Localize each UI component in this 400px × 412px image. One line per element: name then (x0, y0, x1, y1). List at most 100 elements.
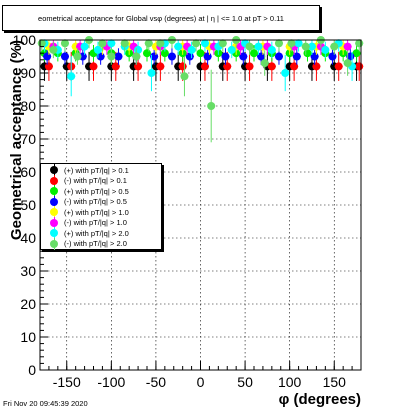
data-point (245, 62, 254, 71)
data-point (223, 62, 232, 71)
series-3 (43, 48, 355, 65)
y-tick-label: 90 (20, 65, 36, 81)
data-point (143, 49, 151, 58)
legend-label: (+) with pT/|q| > 0.1 (64, 165, 129, 175)
data-point (187, 45, 196, 54)
legend-marker (50, 237, 58, 250)
legend-entry: (+) with pT/|q| > 1.0 (41, 206, 129, 219)
data-point (334, 62, 343, 71)
data-point (167, 52, 176, 61)
y-tick-label: 30 (20, 263, 36, 279)
legend-entry: (-) with pT/|q| > 0.1 (41, 174, 127, 187)
data-point (147, 69, 156, 77)
data-point (107, 39, 116, 48)
data-point (312, 62, 321, 71)
data-point (89, 62, 98, 71)
y-tick-label: 100 (13, 32, 37, 48)
legend-entry: (-) with pT/|q| > 2.0 (41, 237, 127, 250)
legend-label: (-) with pT/|q| > 0.1 (64, 176, 127, 186)
data-point (111, 62, 120, 71)
legend-label: (-) with pT/|q| > 0.5 (64, 197, 127, 207)
x-tick-label: 100 (278, 374, 302, 390)
chart-title: eometrical acceptance for Global vsφ (de… (2, 5, 320, 31)
y-tick-label: 0 (28, 362, 36, 378)
x-tick-label: 150 (323, 374, 347, 390)
legend-entry: (-) with pT/|q| > 1.0 (41, 216, 127, 229)
data-point (80, 42, 89, 51)
data-point (245, 42, 254, 51)
data-point (44, 62, 53, 71)
legend-marker (50, 216, 58, 229)
data-point (60, 52, 69, 61)
data-point (221, 52, 230, 61)
legend-marker (50, 174, 58, 187)
data-point (321, 45, 330, 54)
x-tick-label: 50 (237, 374, 253, 390)
y-tick-label: 80 (20, 98, 36, 114)
legend-entry: (+) with pT/|q| > 0.5 (41, 185, 129, 198)
legend-marker (50, 185, 58, 198)
x-tick-label: -50 (146, 374, 166, 390)
data-point (307, 42, 316, 51)
legend-label: (-) with pT/|q| > 2.0 (64, 239, 127, 249)
legend-marker (50, 164, 58, 177)
data-point (178, 62, 187, 71)
data-point (49, 45, 58, 54)
legend-marker (50, 195, 58, 208)
series-7 (37, 36, 364, 143)
data-point (218, 39, 227, 48)
data-point (98, 39, 107, 48)
data-point (301, 42, 310, 51)
x-tick-label: 0 (197, 374, 205, 390)
data-point (107, 52, 116, 61)
data-point (274, 52, 283, 61)
data-point (328, 52, 337, 61)
data-point (274, 39, 283, 48)
data-point (160, 49, 169, 58)
legend-label: (+) with pT/|q| > 0.5 (64, 186, 129, 196)
data-point (43, 52, 52, 61)
legend: (+) with pT/|q| > 0.1 (-) with pT/|q| > 0… (40, 163, 162, 250)
data-point (180, 72, 189, 81)
y-axis-label: Geometrical acceptance (%) (8, 40, 25, 240)
legend-entry: (-) with pT/|q| > 0.5 (41, 195, 127, 208)
x-axis-label: φ (degrees) (279, 391, 361, 408)
data-point (144, 39, 153, 48)
data-point (93, 45, 102, 54)
legend-label: (+) with pT/|q| > 2.0 (64, 228, 129, 238)
data-markers (37, 36, 364, 143)
data-point (343, 42, 352, 51)
data-point (156, 62, 165, 71)
data-point (120, 39, 129, 48)
y-tick-label: 20 (20, 296, 36, 312)
y-tick-label: 70 (20, 131, 36, 147)
chart-title-text: eometrical acceptance for Global vsφ (de… (38, 13, 284, 23)
legend-label: (+) with pT/|q| > 1.0 (64, 207, 129, 217)
legend-marker (50, 227, 58, 240)
data-point (73, 52, 82, 61)
data-point (114, 52, 123, 61)
data-point (203, 52, 212, 61)
data-point (207, 102, 216, 110)
data-point (192, 39, 201, 48)
data-point (227, 45, 236, 54)
data-point (60, 39, 69, 48)
tick-labels: 0 10 20 30 40 50 60 70 80 90 100 -150 -100 -50 0 50 100 1… (13, 32, 347, 390)
data-point (239, 52, 248, 61)
timestamp-footer: Fri Nov 20 09:45:39 2020 (3, 399, 88, 408)
data-point (292, 52, 301, 61)
x-tick-label: -100 (97, 374, 125, 390)
data-point (290, 62, 299, 71)
y-tick-label: 10 (20, 329, 36, 345)
data-point (267, 62, 276, 71)
data-point (174, 42, 183, 51)
axis-ticks (39, 39, 362, 371)
data-point (281, 69, 290, 77)
data-point (156, 39, 165, 48)
legend-marker (50, 206, 58, 219)
data-point (200, 39, 209, 48)
data-point (355, 62, 364, 71)
data-point (352, 49, 361, 58)
y-tick-label: 60 (20, 164, 36, 180)
